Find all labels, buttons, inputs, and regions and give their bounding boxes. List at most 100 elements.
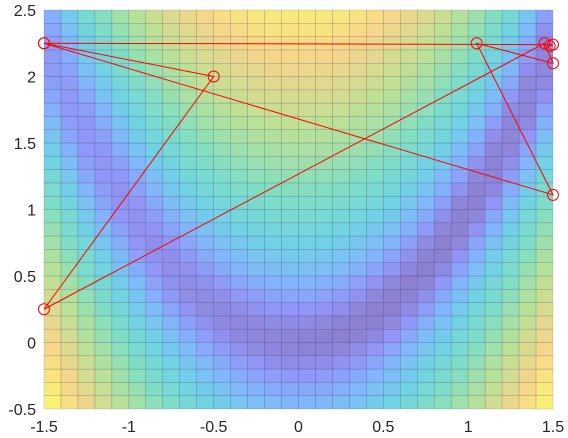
heatmap-cell — [264, 36, 282, 51]
heatmap-cell — [213, 102, 231, 117]
heatmap-cell — [213, 275, 231, 290]
heatmap-cell — [281, 49, 299, 64]
heatmap-cell — [501, 382, 520, 396]
heatmap-cell — [332, 169, 350, 184]
heatmap-cell — [196, 49, 214, 64]
heatmap-cell — [349, 209, 367, 224]
heatmap-cell — [349, 76, 367, 91]
heatmap-cell — [518, 222, 537, 237]
heatmap-cell — [179, 129, 197, 144]
heatmap-cell — [162, 315, 180, 330]
heatmap-cell — [179, 275, 197, 290]
heatmap-cell — [501, 195, 520, 210]
heatmap-cell — [450, 275, 469, 290]
heatmap-cell — [247, 195, 265, 210]
heatmap-cell — [179, 116, 197, 130]
heatmap-cell — [77, 209, 96, 224]
heatmap-cell — [60, 142, 79, 157]
heatmap-cell — [467, 49, 486, 64]
heatmap-cell — [366, 328, 384, 343]
heatmap-cell — [94, 209, 113, 224]
heatmap-cell — [501, 315, 520, 330]
heatmap-cell — [179, 249, 197, 263]
heatmap-cell — [179, 302, 197, 317]
heatmap-cell — [298, 76, 316, 91]
heatmap-cell — [298, 289, 316, 303]
heatmap-cell — [43, 328, 62, 343]
heatmap-cell — [298, 342, 316, 357]
heatmap-cell — [400, 289, 418, 303]
heatmap-cell — [230, 222, 248, 237]
heatmap-cell — [366, 235, 384, 250]
heatmap-cell — [230, 116, 248, 130]
heatmap-cell — [467, 342, 486, 357]
heatmap-cell — [501, 23, 520, 37]
heatmap-cell — [450, 49, 469, 64]
heatmap-cell — [417, 355, 435, 370]
heatmap-cell — [400, 382, 418, 396]
heatmap-cell — [179, 102, 197, 117]
heatmap-cell — [450, 36, 469, 51]
heatmap-cell — [196, 102, 214, 117]
heatmap-cell — [247, 49, 265, 64]
heatmap-cell — [196, 328, 214, 343]
heatmap-cell — [213, 222, 231, 237]
heatmap-cell — [128, 23, 147, 37]
heatmap-cell — [230, 368, 248, 383]
heatmap-cell — [162, 156, 180, 170]
heatmap-cell — [281, 249, 299, 263]
heatmap-cell — [332, 116, 350, 130]
heatmap-cell — [247, 36, 265, 51]
heatmap-cell — [94, 342, 113, 357]
heatmap-cell — [400, 342, 418, 357]
heatmap-cell — [450, 182, 469, 197]
heatmap-cell — [196, 342, 214, 357]
heatmap-cell — [366, 182, 384, 197]
heatmap-cell — [247, 156, 265, 170]
heatmap-cell — [383, 342, 401, 357]
heatmap-cell — [60, 342, 79, 357]
heatmap-cell — [298, 395, 316, 410]
heatmap-cell — [128, 116, 147, 130]
heatmap-cell — [433, 9, 452, 24]
heatmap-cell — [535, 76, 554, 91]
path-marker — [38, 303, 50, 316]
heatmap-cell — [518, 76, 537, 91]
heatmap-cell — [111, 89, 130, 104]
heatmap-cell — [484, 289, 503, 303]
heatmap-cell — [281, 315, 299, 330]
path-marker — [547, 188, 559, 201]
heatmap-cell — [383, 315, 401, 330]
heatmap-cell — [111, 235, 130, 250]
heatmap-cell — [349, 289, 367, 303]
heatmap-cell — [281, 222, 299, 237]
heatmap-cell — [433, 76, 452, 91]
heatmap-cell — [417, 395, 435, 410]
heatmap-cell — [196, 142, 214, 157]
heatmap-cell — [450, 129, 469, 144]
heatmap-cell — [467, 76, 486, 91]
heatmap-cell — [77, 9, 96, 24]
heatmap-cell — [43, 89, 62, 104]
heatmap-cell — [400, 182, 418, 197]
heatmap-cell — [43, 222, 62, 237]
heatmap-cell — [450, 156, 469, 170]
heatmap-cell — [281, 142, 299, 157]
heatmap-cell — [417, 116, 435, 130]
heatmap-cell — [230, 235, 248, 250]
heatmap-cell — [467, 275, 486, 290]
heatmap-cell — [501, 76, 520, 91]
heatmap-cell — [213, 328, 231, 343]
heatmap-cell — [467, 368, 486, 383]
heatmap-cell — [535, 328, 554, 343]
heatmap-cell — [213, 368, 231, 383]
x-tick-label: -0.5 — [200, 419, 228, 436]
heatmap-cell — [128, 382, 147, 396]
heatmap-cell — [145, 76, 164, 91]
heatmap-cell — [111, 182, 130, 197]
heatmap-cell — [315, 289, 333, 303]
heatmap-cell — [264, 315, 282, 330]
heatmap-cell — [349, 62, 367, 77]
heatmap-cell — [128, 342, 147, 357]
